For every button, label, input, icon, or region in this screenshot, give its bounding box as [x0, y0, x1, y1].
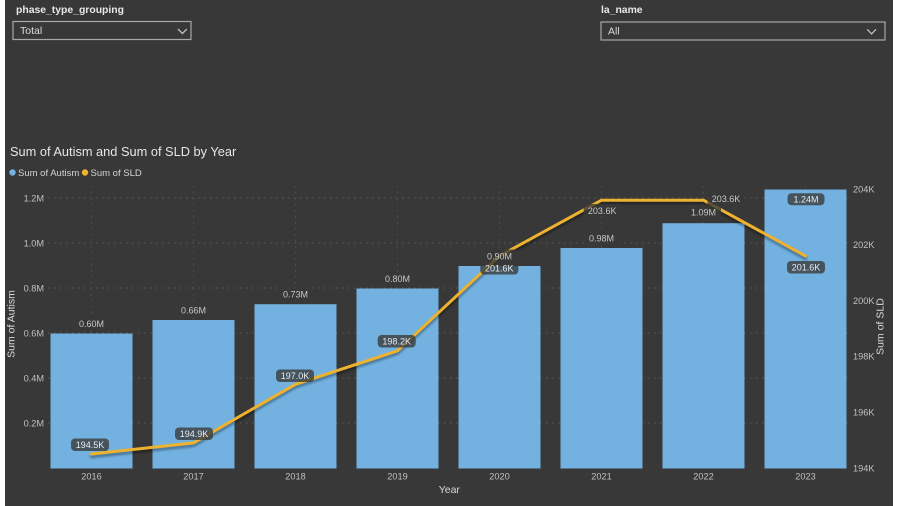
svg-text:201.6K: 201.6K: [485, 263, 514, 273]
svg-text:0.2M: 0.2M: [24, 418, 44, 428]
svg-text:1.09M: 1.09M: [691, 208, 716, 218]
svg-text:1.0M: 1.0M: [24, 238, 44, 248]
svg-text:0.66M: 0.66M: [181, 306, 206, 316]
svg-text:0.73M: 0.73M: [283, 290, 308, 300]
svg-text:2020: 2020: [489, 472, 509, 482]
svg-text:Sum of SLD: Sum of SLD: [91, 168, 142, 179]
svg-text:0.8M: 0.8M: [24, 283, 44, 293]
svg-text:All: All: [608, 26, 620, 38]
svg-text:201.6K: 201.6K: [792, 262, 821, 272]
svg-text:2016: 2016: [81, 472, 101, 482]
svg-text:phase_type_grouping: phase_type_grouping: [16, 5, 124, 16]
svg-text:Sum of Autism and Sum of SLD b: Sum of Autism and Sum of SLD by Year: [10, 144, 237, 159]
svg-text:1.24M: 1.24M: [793, 194, 818, 204]
svg-text:2023: 2023: [795, 472, 815, 482]
svg-text:0.4M: 0.4M: [24, 373, 44, 383]
svg-text:194.5K: 194.5K: [76, 440, 105, 450]
svg-text:2021: 2021: [591, 472, 611, 482]
svg-text:0.90M: 0.90M: [487, 252, 512, 262]
svg-text:la_name: la_name: [601, 5, 643, 16]
svg-text:2019: 2019: [387, 472, 407, 482]
svg-text:203.6K: 203.6K: [588, 206, 617, 216]
svg-text:2017: 2017: [183, 472, 203, 482]
svg-text:198.2K: 198.2K: [382, 336, 411, 346]
svg-text:0.80M: 0.80M: [385, 274, 410, 284]
svg-text:0.6M: 0.6M: [24, 328, 44, 338]
svg-text:1.2M: 1.2M: [24, 193, 44, 203]
svg-text:Year: Year: [439, 484, 461, 496]
svg-text:2022: 2022: [693, 472, 713, 482]
svg-text:Sum of SLD: Sum of SLD: [875, 298, 887, 355]
svg-text:0.60M: 0.60M: [79, 319, 104, 329]
svg-text:194K: 194K: [853, 463, 875, 473]
svg-text:Sum of Autism: Sum of Autism: [18, 168, 79, 179]
svg-text:198K: 198K: [853, 352, 875, 362]
svg-text:200K: 200K: [853, 296, 875, 306]
svg-text:202K: 202K: [853, 240, 875, 250]
svg-text:Sum of Autism: Sum of Autism: [6, 290, 18, 358]
svg-text:197.0K: 197.0K: [281, 371, 310, 381]
svg-text:194.9K: 194.9K: [180, 429, 209, 439]
svg-text:196K: 196K: [853, 408, 875, 418]
svg-text:Total: Total: [20, 25, 42, 37]
svg-text:203.6K: 203.6K: [712, 194, 741, 204]
svg-text:204K: 204K: [853, 184, 875, 194]
svg-text:2018: 2018: [285, 472, 305, 482]
svg-text:0.98M: 0.98M: [589, 234, 614, 244]
